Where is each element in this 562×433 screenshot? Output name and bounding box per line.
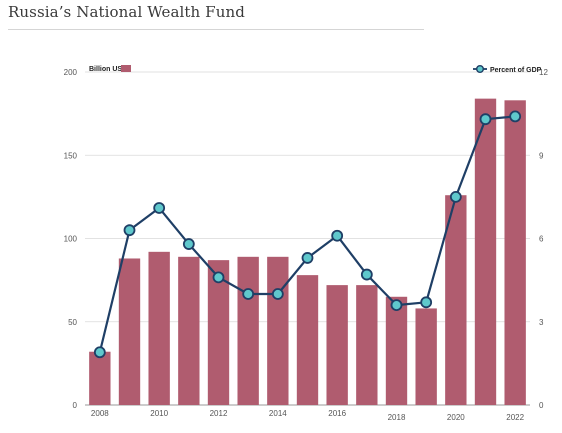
y-left-tick-label: 100 — [64, 235, 78, 244]
line-point — [420, 296, 433, 309]
line-point — [449, 190, 462, 203]
x-tick-label: 2022 — [506, 413, 524, 422]
line-point — [301, 252, 314, 264]
legend: Billion USD Percent of GDP — [89, 64, 542, 74]
legend-line-marker — [476, 64, 485, 73]
bar — [89, 351, 111, 405]
bar — [207, 260, 230, 405]
line-point — [271, 288, 284, 300]
x-tick-label: 2012 — [210, 409, 228, 418]
line-series — [93, 110, 522, 359]
legend-bar-label: Billion USD — [89, 66, 127, 73]
y-left-tick-label: 200 — [64, 68, 78, 77]
legend-bar-swatch — [121, 65, 131, 72]
x-tick-label: 2008 — [91, 409, 109, 418]
bar — [445, 195, 467, 405]
bar — [356, 285, 378, 405]
line-point — [360, 268, 373, 281]
x-tick-label: 2018 — [388, 413, 406, 422]
y-left-tick-label: 150 — [64, 151, 78, 160]
title-divider — [8, 29, 424, 30]
line-point — [509, 110, 522, 123]
x-tick-label: 2014 — [269, 409, 287, 418]
y-left-tick-label: 50 — [68, 318, 77, 327]
y-right-tick-label: 6 — [539, 235, 544, 244]
bar-series — [89, 98, 526, 406]
line-point — [479, 113, 492, 126]
bar — [296, 275, 319, 405]
axes: 0 50 100 150 200 0 3 6 9 12 2008 2010 2012 2014 2016 20… — [64, 68, 549, 422]
bar — [267, 256, 289, 405]
x-tick-label: 2016 — [328, 409, 346, 418]
y-right-tick-label: 9 — [539, 151, 544, 160]
line-point — [93, 346, 106, 359]
line-point — [331, 229, 344, 242]
line-point — [123, 224, 136, 237]
line-point — [212, 271, 225, 284]
bar — [504, 100, 526, 406]
line-point — [390, 299, 403, 312]
bar — [385, 296, 408, 405]
y-right-tick-label: 3 — [539, 318, 544, 327]
line-point — [242, 288, 255, 300]
bar — [237, 256, 259, 405]
line-point — [153, 202, 166, 214]
y-right-tick-label: 12 — [539, 68, 548, 77]
legend-line-label: Percent of GDP — [490, 67, 542, 74]
bar — [148, 251, 170, 405]
bar — [178, 256, 200, 405]
y-left-tick-label: 0 — [73, 401, 78, 410]
bar — [474, 98, 497, 405]
y-right-tick-label: 0 — [539, 401, 544, 410]
bar — [326, 285, 348, 405]
page-title: Russia’s National Wealth Fund — [8, 3, 245, 21]
line-point — [182, 238, 195, 250]
bar — [415, 308, 437, 405]
x-tick-label: 2020 — [447, 413, 465, 422]
bar — [118, 258, 141, 405]
x-tick-label: 2010 — [150, 409, 168, 418]
